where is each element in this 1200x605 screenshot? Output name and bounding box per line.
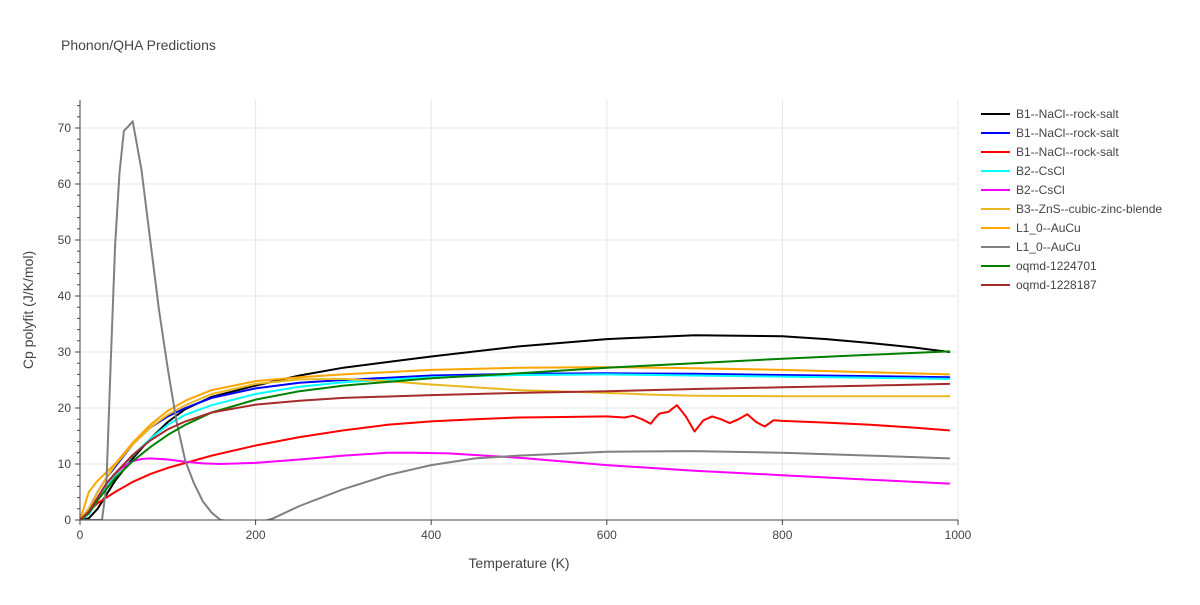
x-tick-label: 0: [77, 528, 84, 542]
legend-label: L1_0--AuCu: [1016, 221, 1081, 235]
legend-label: B2--CsCl: [1016, 164, 1065, 178]
y-tick-label: 50: [58, 233, 72, 247]
legend: B1--NaCl--rock-salt B1--NaCl--rock-salt B1…: [981, 107, 1162, 292]
legend-item[interactable]: B1--NaCl--rock-salt: [981, 107, 1119, 121]
tick-labels: 0 200 400 600 800 1000 0 10 20 30 40 50 60 70: [58, 121, 972, 542]
legend-label: B1--NaCl--rock-salt: [1016, 145, 1119, 159]
legend-label: B3--ZnS--cubic-zinc-blende: [1016, 202, 1162, 216]
x-axis-title: Temperature (K): [468, 555, 569, 571]
y-tick-label: 30: [58, 345, 72, 359]
y-tick-label: 70: [58, 121, 72, 135]
legend-label: B2--CsCl: [1016, 183, 1065, 197]
legend-item[interactable]: B1--NaCl--rock-salt: [981, 126, 1119, 140]
legend-label: B1--NaCl--rock-salt: [1016, 126, 1119, 140]
x-tick-label: 200: [246, 528, 266, 542]
series-line-2[interactable]: [80, 404, 951, 520]
chart-title: Phonon/QHA Predictions: [61, 37, 216, 53]
series-line-5[interactable]: [80, 377, 951, 520]
series-line-8[interactable]: [80, 350, 951, 520]
legend-item[interactable]: L1_0--AuCu: [981, 221, 1081, 235]
x-tick-label: 1000: [945, 528, 972, 542]
legend-item[interactable]: B3--ZnS--cubic-zinc-blende: [981, 202, 1162, 216]
y-tick-label: 20: [58, 401, 72, 415]
legend-label: L1_0--AuCu: [1016, 240, 1081, 254]
y-tick-label: 60: [58, 177, 72, 191]
legend-label: B1--NaCl--rock-salt: [1016, 107, 1119, 121]
x-tick-label: 600: [597, 528, 617, 542]
y-tick-label: 10: [58, 457, 72, 471]
legend-item[interactable]: B1--NaCl--rock-salt: [981, 145, 1119, 159]
y-tick-label: 0: [64, 513, 71, 527]
legend-item[interactable]: oqmd-1224701: [981, 259, 1097, 273]
legend-item[interactable]: L1_0--AuCu: [981, 240, 1081, 254]
legend-item[interactable]: oqmd-1228187: [981, 278, 1097, 292]
legend-label: oqmd-1224701: [1016, 259, 1097, 273]
x-tick-label: 800: [772, 528, 792, 542]
series-line-9[interactable]: [80, 382, 951, 520]
y-axis-title: Cp polyfit (J/K/mol): [20, 251, 36, 369]
series-line-0[interactable]: [80, 334, 951, 520]
series-line-7[interactable]: [80, 120, 951, 522]
y-tick-label: 40: [58, 289, 72, 303]
series-line-3[interactable]: [80, 373, 951, 520]
axes: [75, 100, 959, 525]
legend-item[interactable]: B2--CsCl: [981, 164, 1065, 178]
series-lines: [80, 120, 951, 522]
legend-item[interactable]: B2--CsCl: [981, 183, 1065, 197]
x-tick-label: 400: [421, 528, 441, 542]
plot-area[interactable]: [80, 120, 951, 522]
legend-label: oqmd-1228187: [1016, 278, 1097, 292]
